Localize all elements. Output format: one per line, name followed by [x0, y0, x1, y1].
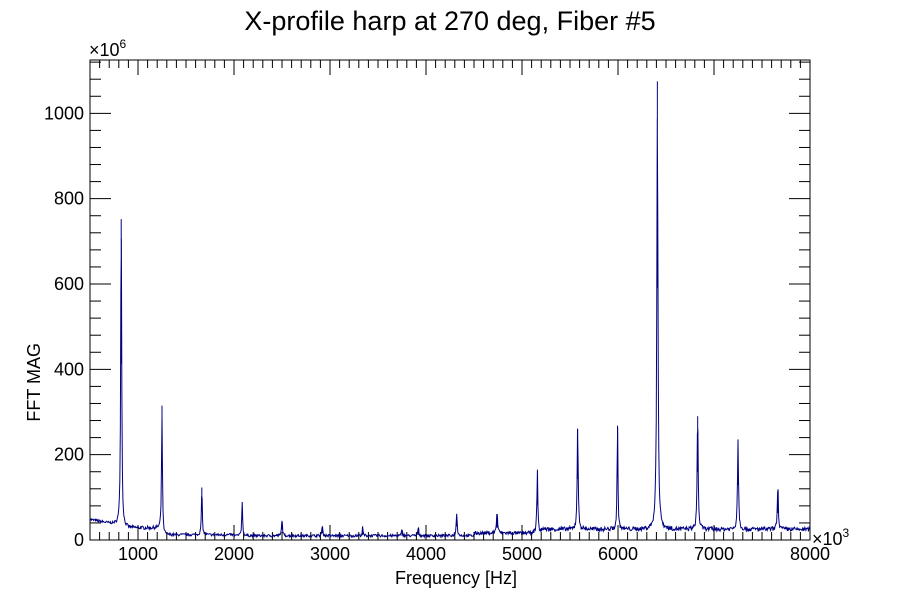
y-tick-label: 200: [54, 445, 84, 465]
x-tick-label: 8000: [790, 544, 830, 564]
x-tick-label: 5000: [502, 544, 542, 564]
x-multiplier: ×103: [812, 526, 850, 549]
y-tick-label: 800: [54, 189, 84, 209]
x-axis-label: Frequency [Hz]: [395, 568, 517, 588]
y-tick-label: 1000: [44, 103, 84, 123]
y-tick-label: 400: [54, 359, 84, 379]
x-tick-label: 1000: [118, 544, 158, 564]
x-tick-label: 6000: [598, 544, 638, 564]
plot-frame: [89, 59, 811, 541]
y-tick-label: 0: [74, 530, 84, 550]
axis-ticks: [89, 60, 811, 541]
y-axis-label: FFT MAG: [24, 343, 44, 422]
x-tick-label: 7000: [694, 544, 734, 564]
series-line: [89, 81, 811, 539]
x-tick-label: 2000: [214, 544, 254, 564]
x-tick-label: 3000: [310, 544, 350, 564]
y-tick-label: 600: [54, 274, 84, 294]
y-multiplier: ×106: [89, 37, 127, 60]
chart-title: X-profile harp at 270 deg, Fiber #5: [244, 6, 655, 36]
x-tick-label: 4000: [406, 544, 446, 564]
plot-border: [89, 59, 811, 541]
axis-tick-labels: 1000 2000 3000 4000 5000 6000 7000 8000 0 200 400 6…: [44, 103, 830, 564]
